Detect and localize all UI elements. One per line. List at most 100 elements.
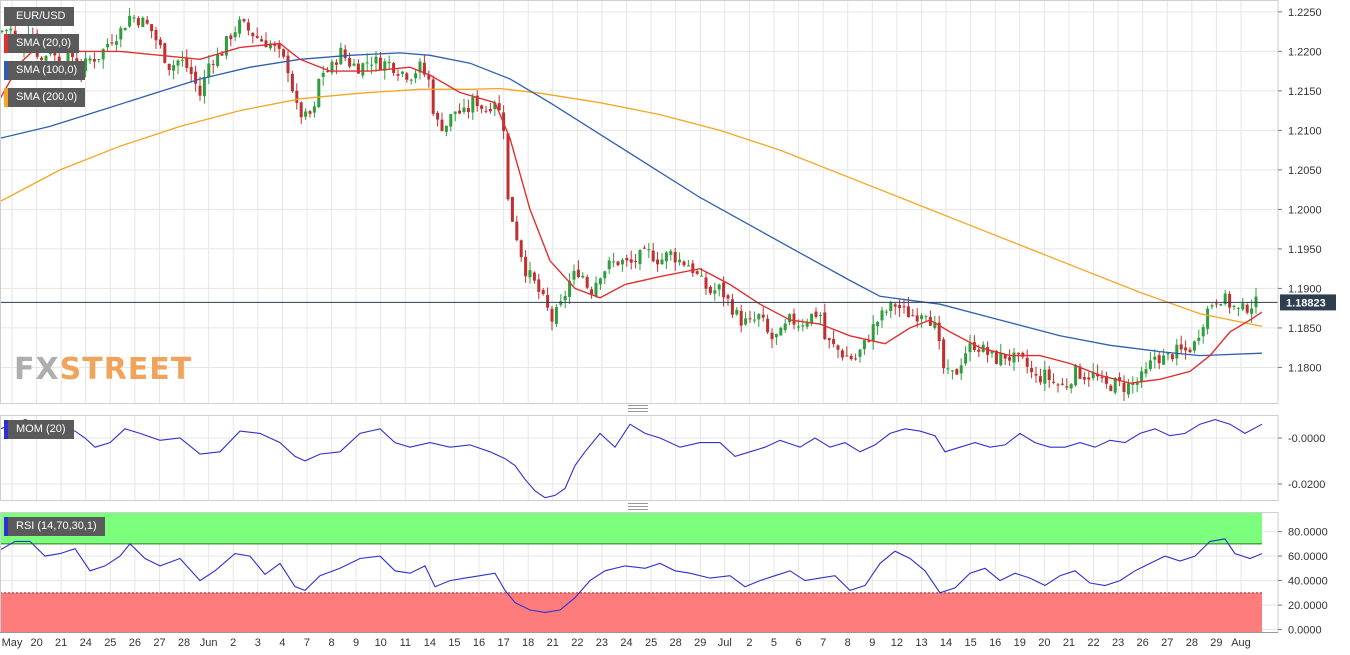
candle-body	[308, 111, 312, 114]
legend-color-swatch	[4, 61, 8, 80]
candle-body	[779, 327, 783, 336]
legend-sma200[interactable]: SMA (200,0)	[4, 88, 86, 107]
candle-body	[744, 318, 748, 325]
candle-body	[1091, 372, 1095, 379]
candle-body	[774, 333, 778, 338]
candle-body	[950, 370, 954, 372]
candle-body	[1192, 341, 1196, 351]
candle-body	[836, 345, 840, 350]
candle-body	[176, 60, 180, 66]
sma20-line	[0, 38, 1263, 384]
candle-body	[550, 308, 554, 322]
candle-body	[1140, 371, 1144, 382]
y-tick-label: -0.0200	[1288, 479, 1325, 491]
candle-body	[1074, 364, 1078, 386]
candle-body	[1197, 337, 1201, 341]
candle-body	[216, 54, 220, 67]
candle-body	[128, 15, 132, 27]
x-tick-label: Jul	[718, 637, 732, 649]
candle-body	[330, 61, 334, 73]
x-tick-label: 29	[1210, 637, 1222, 649]
candle-body	[585, 276, 589, 288]
candle-body	[748, 318, 752, 320]
x-tick-label: 19	[1014, 637, 1026, 649]
candle-body	[1170, 354, 1174, 360]
candle-body	[532, 272, 536, 281]
candle-body	[770, 332, 774, 340]
legend-color-swatch	[4, 517, 8, 536]
candle-body	[977, 349, 981, 352]
candle-body	[251, 32, 255, 37]
candle-body	[999, 352, 1003, 366]
candle-body	[114, 41, 118, 45]
candle-body	[924, 316, 928, 318]
legend-sma20[interactable]: SMA (20,0)	[4, 34, 80, 53]
legend-mom[interactable]: MOM (20)	[4, 420, 74, 439]
candle-body	[458, 110, 462, 114]
candle-body	[282, 49, 286, 57]
candle-body	[524, 256, 528, 277]
legend-color-swatch	[4, 88, 8, 107]
candle-body	[827, 338, 831, 341]
legend-color-swatch	[4, 420, 8, 439]
candle-body	[1162, 355, 1166, 365]
candle-body	[334, 62, 338, 65]
candle-body	[1201, 327, 1205, 337]
candle-body	[92, 58, 96, 62]
candle-body	[405, 73, 409, 80]
x-tick-label: 23	[1112, 637, 1124, 649]
candle-body	[757, 314, 761, 320]
current-price-label: 1.18823	[1286, 297, 1326, 309]
x-tick-label: 23	[596, 637, 608, 649]
candle-body	[150, 24, 154, 32]
candle-body	[788, 314, 792, 323]
candle-body	[1210, 305, 1214, 307]
legend-rsi[interactable]: RSI (14,70,30,1)	[4, 517, 105, 536]
panel-frame	[0, 415, 1279, 501]
rsi-line	[0, 538, 1263, 613]
candle-body	[902, 306, 906, 308]
candle-body	[238, 19, 242, 34]
candle-body	[1078, 366, 1082, 379]
candle-body	[295, 90, 299, 103]
candle-body	[726, 295, 730, 299]
candle-body	[356, 63, 360, 74]
candle-body	[911, 315, 915, 317]
candle-body	[1104, 376, 1108, 384]
candle-body	[625, 258, 629, 261]
candle-body	[1065, 386, 1069, 388]
candle-body	[906, 306, 910, 318]
candle-body	[664, 252, 668, 262]
panel-resize-handle[interactable]	[628, 503, 648, 510]
rsi-overbought-band	[0, 512, 1262, 544]
legend-eurusd[interactable]: EUR/USD	[4, 7, 74, 26]
candle-body	[1241, 303, 1245, 310]
candle-body	[290, 73, 294, 92]
candle-body	[1135, 381, 1139, 385]
panel-resize-handle[interactable]	[628, 405, 648, 412]
candle-body	[387, 61, 391, 64]
candle-body	[326, 71, 330, 73]
candle-body	[1100, 377, 1104, 379]
candle-body	[607, 260, 611, 270]
candle-body	[1082, 377, 1086, 380]
candle-body	[299, 102, 303, 118]
candle-body	[207, 63, 211, 78]
candle-body	[471, 97, 475, 113]
panel-frames	[0, 0, 1279, 633]
candle-body	[1052, 381, 1056, 383]
candle-body	[136, 18, 140, 26]
x-tick-label: 11	[400, 637, 411, 649]
x-tick-label: 27	[1161, 637, 1173, 649]
candle-body	[1188, 349, 1192, 353]
y-tick-label: 40.0000	[1288, 576, 1328, 588]
candle-body	[233, 32, 237, 38]
candle-body	[53, 52, 57, 56]
candle-body	[730, 299, 734, 315]
x-tick-label: 16	[989, 637, 1001, 649]
y-tick-label: 0.0000	[1288, 625, 1322, 637]
legend-sma100[interactable]: SMA (100,0)	[4, 61, 86, 80]
candle-body	[616, 261, 620, 266]
candle-body	[612, 261, 616, 263]
candle-body	[84, 58, 88, 72]
